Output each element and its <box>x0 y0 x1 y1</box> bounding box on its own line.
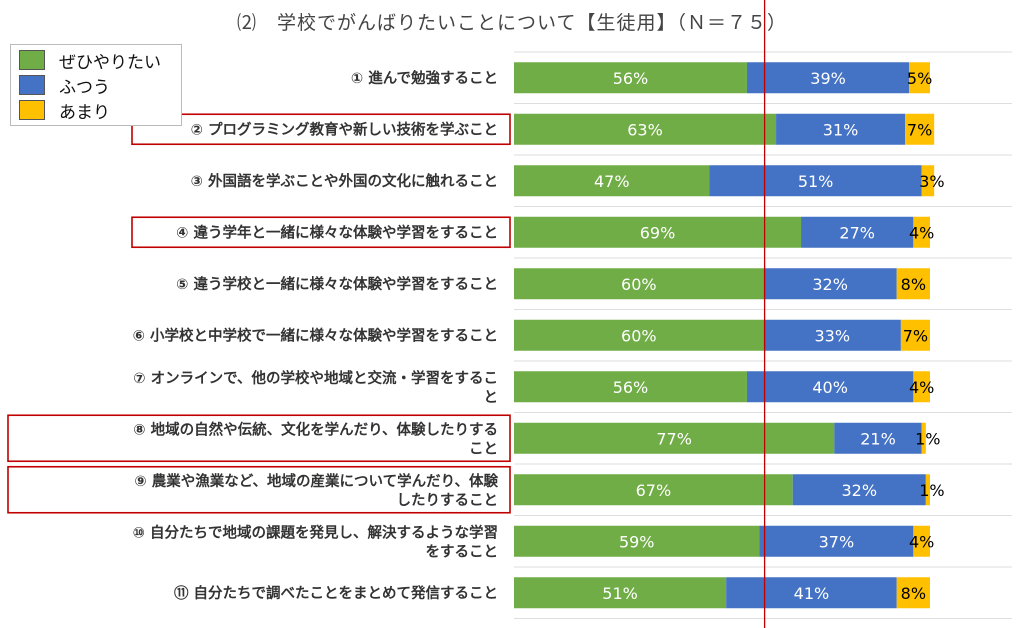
chart-legend: ぜひやりたい ふつう あまり <box>10 44 182 126</box>
data-label: 41% <box>794 584 830 603</box>
bar-segment <box>514 577 727 609</box>
data-label: 47% <box>594 172 630 191</box>
bar-segment <box>905 113 935 145</box>
data-label: 4% <box>909 378 934 397</box>
data-label: 67% <box>636 481 672 500</box>
data-label: 77% <box>656 429 692 448</box>
legend-item-series-1: ぜひやりたい <box>19 49 161 73</box>
legend-item-series-2: ふつう <box>19 74 110 98</box>
category-label: ② プログラミング教育や新しい技術を学ぶこと <box>191 120 498 138</box>
category-label: ⑩ 自分たちで地域の課題を発見し、解決するような学習をすること <box>133 523 498 560</box>
category-label: ③ 外国語を学ぶことや外国の文化に触れること <box>191 172 498 190</box>
bar-segment <box>900 319 930 351</box>
bar-segment <box>514 165 710 197</box>
data-label: 39% <box>810 69 846 88</box>
category-label: ⑧ 地域の自然や伝統、文化を学んだり、体験したりすること <box>133 420 498 457</box>
data-label: 27% <box>839 223 875 242</box>
bar-segment <box>514 62 747 94</box>
bar-segment <box>921 422 926 454</box>
legend-swatch-series-2 <box>19 75 45 95</box>
bar-segment <box>514 113 777 145</box>
data-label: 7% <box>903 326 928 345</box>
highlight-box <box>131 216 511 249</box>
data-label: 32% <box>812 275 848 294</box>
bar-segment <box>896 577 930 609</box>
data-label: 3% <box>919 172 944 191</box>
highlight-box <box>131 113 511 146</box>
data-label: 60% <box>621 326 657 345</box>
bar-segment <box>514 422 835 454</box>
data-label: 1% <box>919 481 944 500</box>
bar-segment <box>909 62 930 94</box>
category-label: ⑪ 自分たちで調べたことをまとめて発信すること <box>174 584 498 602</box>
bar-segment <box>759 525 914 557</box>
bar-segment <box>801 216 914 248</box>
data-label: 21% <box>860 429 896 448</box>
bar-segment <box>514 525 760 557</box>
legend-label-series-2: ふつう <box>59 77 110 98</box>
bar-segment <box>726 577 897 609</box>
category-label: ① 進んで勉強すること <box>351 69 498 87</box>
data-label: 60% <box>621 275 657 294</box>
data-label: 4% <box>909 532 934 551</box>
bar-segment <box>792 474 926 506</box>
category-label: ④ 違う学年と一緒に様々な体験や学習をすること <box>176 223 498 241</box>
bar-segment <box>913 216 930 248</box>
bar-segment <box>514 371 747 403</box>
data-label: 40% <box>812 378 848 397</box>
bar-segment <box>896 268 930 300</box>
data-label: 56% <box>613 69 649 88</box>
data-label: 4% <box>909 223 934 242</box>
bar-segment <box>763 319 901 351</box>
legend-label-series-1: ぜひやりたい <box>59 52 161 73</box>
data-label: 7% <box>907 120 932 139</box>
data-label: 8% <box>901 584 926 603</box>
legend-item-series-3: あまり <box>19 99 110 123</box>
data-label: 31% <box>823 120 859 139</box>
bar-segment <box>746 371 914 403</box>
category-label: ⑨ 農業や漁業など、地域の産業について学んだり、体験したりすること <box>134 472 498 509</box>
legend-swatch-series-3 <box>19 100 45 120</box>
bar-segment <box>776 113 906 145</box>
bar-segment <box>514 474 793 506</box>
data-label: 33% <box>814 326 850 345</box>
legend-label-series-3: あまり <box>59 102 110 123</box>
highlight-box <box>7 465 511 514</box>
bar-segment <box>514 319 764 351</box>
data-label: 69% <box>640 223 676 242</box>
bar-segment <box>913 371 930 403</box>
data-label: 56% <box>613 378 649 397</box>
bar-segment <box>925 474 930 506</box>
data-label: 8% <box>901 275 926 294</box>
data-label: 1% <box>915 429 940 448</box>
data-label: 51% <box>798 172 834 191</box>
data-label: 63% <box>627 120 663 139</box>
data-label: 32% <box>841 481 877 500</box>
data-label: 51% <box>602 584 638 603</box>
category-label: ⑥ 小学校と中学校で一緒に様々な体験や学習をすること <box>133 326 498 344</box>
bar-segment <box>921 165 935 197</box>
bar-segment <box>514 216 802 248</box>
category-label: ⑤ 違う学校と一緒に様々な体験や学習をすること <box>176 275 498 293</box>
bar-segment <box>913 525 930 557</box>
bar-segment <box>514 268 764 300</box>
bar-segment <box>746 62 910 94</box>
data-label: 59% <box>619 532 655 551</box>
legend-swatch-series-1 <box>19 50 45 70</box>
data-label: 5% <box>907 69 932 88</box>
category-label: ⑦ オンラインで、他の学校や地域と交流・学習をすること <box>133 369 498 406</box>
data-label: 37% <box>819 532 855 551</box>
highlight-box <box>7 414 511 463</box>
bar-segment <box>763 268 897 300</box>
bar-segment <box>834 422 922 454</box>
bar-segment <box>709 165 922 197</box>
chart-title: ⑵ 学校でがんばりたいことについて【生徒用】（Ｎ＝７５） <box>237 12 787 34</box>
